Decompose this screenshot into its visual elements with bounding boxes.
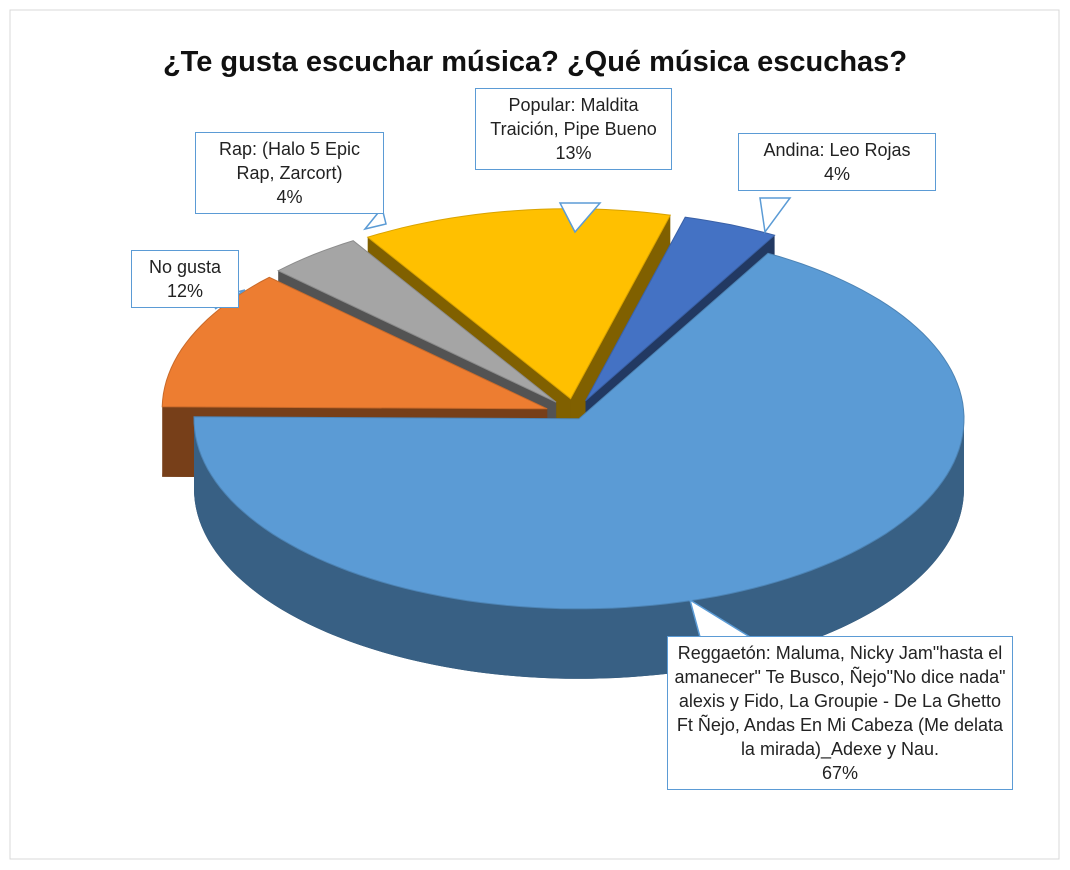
data-label: Rap: (Halo 5 Epic Rap, Zarcort) 4% [195,132,384,214]
data-label-value: 4% [823,164,850,184]
data-label-category: Reggaetón: Maluma, Nicky Jam"hasta el am… [674,643,1006,759]
slice [277,240,557,403]
data-label: Popular: Maldita Traición, Pipe Bueno 13% [475,88,672,170]
slice [366,208,672,400]
slice [193,252,965,610]
slice-wall [194,418,964,679]
slice [161,276,548,410]
data-label-category: Popular: Maldita Traición, Pipe Bueno [490,95,657,139]
chart-title: ¿Te gusta escuchar música? ¿Qué música e… [162,46,908,78]
data-label: Andina: Leo Rojas 4% [738,133,936,191]
data-label-category: Rap: (Halo 5 Epic Rap, Zarcort) [218,139,361,183]
callout-pointer [759,197,792,234]
data-label-value: 4% [276,187,303,207]
data-label-value: 12% [166,281,204,301]
pie [161,208,965,679]
data-label-value: 13% [555,143,592,163]
data-label-category: Andina: Leo Rojas [763,140,911,160]
slice [585,216,776,402]
chart-border [9,9,1060,860]
data-label-category: No gusta [148,257,222,277]
callout-pointer [558,202,602,234]
data-label-value: 67% [821,763,859,783]
data-label: No gusta 12% [131,250,239,308]
data-label: Reggaetón: Maluma, Nicky Jam"hasta el am… [667,636,1013,790]
